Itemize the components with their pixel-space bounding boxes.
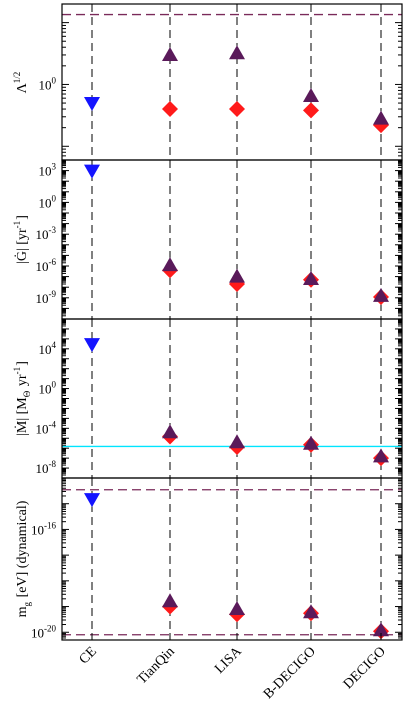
triangle-up-marker-tianqin — [162, 424, 178, 439]
triangle-up-marker-tianqin — [162, 46, 178, 61]
triangle-up-marker-b-decigo — [303, 270, 319, 285]
y-axis-label-mg: mg [eV] (dynamical) — [15, 500, 32, 617]
y-axis-label-gdot: |Ġ| [yr-1 ] — [12, 215, 30, 264]
diamond-marker-tianqin — [162, 101, 178, 118]
triangle-down-marker-ce — [84, 338, 100, 353]
triangle-up-marker-lisa — [229, 434, 245, 449]
panel-frame-mg — [61, 477, 403, 641]
panel-mg: 10-16 10-20 mg [eV] (dynamical) — [15, 477, 403, 641]
diamond-marker-lisa — [229, 101, 245, 118]
x-tick-label-tianqin: TianQin — [135, 644, 178, 687]
y-tick-label: 10-8 — [36, 459, 57, 476]
y-tick-label: 10-20 — [31, 623, 56, 640]
y-tick-label: 104 — [39, 340, 57, 357]
x-tick-label-decigo: DECIGO — [341, 644, 389, 692]
triangle-down-marker-ce — [84, 164, 100, 179]
triangle-down-marker-ce — [84, 97, 100, 112]
triangle-up-marker-b-decigo — [303, 604, 319, 619]
panel-mdot: 104 100 10-4 10-8 |Ṁ| [MΘ yr-1 ] — [12, 318, 403, 479]
triangle-up-marker-b-decigo — [303, 435, 319, 450]
triangle-up-marker-decigo — [373, 110, 389, 125]
y-tick-label: 10-9 — [36, 289, 57, 306]
triangle-up-marker-decigo — [373, 622, 389, 637]
panel-frame-gdot — [61, 159, 403, 320]
triangle-up-marker-b-decigo — [303, 88, 319, 103]
triangle-up-marker-tianqin — [162, 257, 178, 272]
x-tick-label-b-decigo: B-DECIGO — [261, 644, 319, 701]
y-tick-label: 100 — [39, 75, 57, 92]
y-axis-label-mdot: |Ṁ| [MΘ yr-1 ] — [12, 361, 32, 436]
y-tick-label: 10-3 — [36, 225, 57, 242]
x-tick-label-lisa: LISA — [212, 644, 245, 677]
panel-frame-lambda — [61, 3, 403, 161]
triangle-up-marker-lisa — [229, 601, 245, 616]
x-tick-label-ce: CE — [77, 644, 100, 667]
panel-frame-mdot — [61, 318, 403, 479]
y-tick-label: 100 — [39, 193, 57, 210]
diamond-marker-b-decigo — [303, 102, 319, 119]
y-tick-label: 10-16 — [31, 520, 56, 537]
triangle-down-marker-ce — [84, 493, 100, 508]
y-tick-label: 10-6 — [36, 257, 57, 274]
triangle-up-marker-lisa — [229, 45, 245, 60]
y-axis-label-lambda: Λ1/2 — [12, 71, 30, 94]
triangle-up-marker-tianqin — [162, 593, 178, 608]
triangle-up-marker-decigo — [373, 448, 389, 463]
triangle-up-marker-decigo — [373, 287, 389, 302]
y-tick-label: 103 — [39, 162, 57, 179]
panel-gdot: 103 100 10-3 10-6 10-9 |Ġ| [yr-1 ] — [12, 159, 403, 320]
y-tick-label: 10-4 — [36, 419, 57, 436]
panel-lambda: 100 Λ1/2 — [12, 3, 403, 161]
triangle-up-marker-lisa — [229, 268, 245, 283]
y-tick-label: 100 — [39, 380, 57, 397]
